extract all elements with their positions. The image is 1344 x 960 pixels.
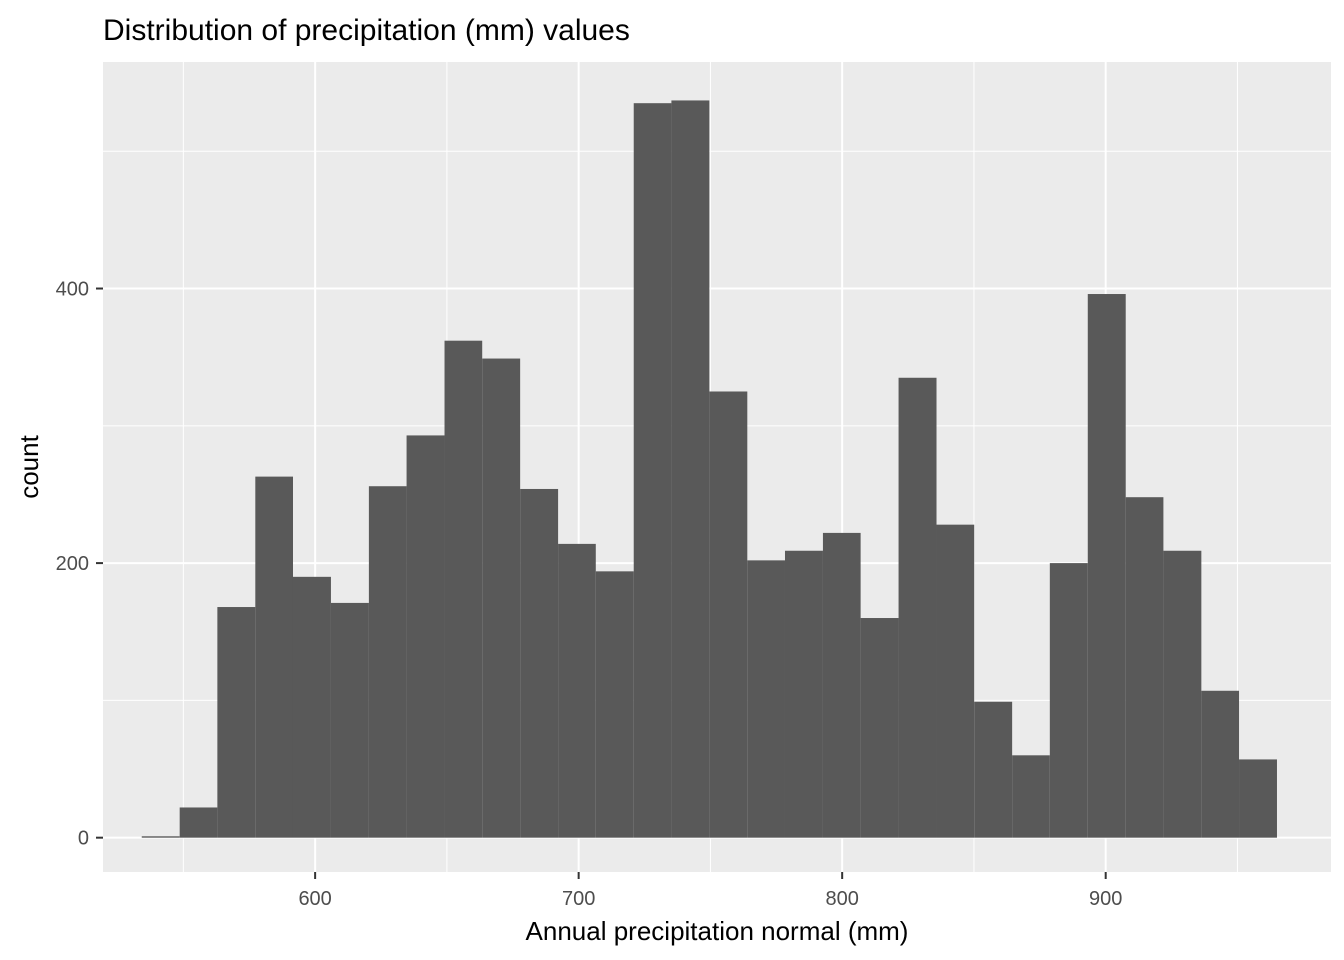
histogram-bar [1201,690,1240,838]
histogram-bar [217,607,256,838]
y-tick-label: 0 [78,828,89,850]
histogram-bar [406,435,445,838]
histogram-bar [1163,550,1202,838]
histogram-bar [974,701,1013,838]
x-axis-ticks: 600 700 800 900 [298,872,1122,910]
histogram-bar [633,103,672,838]
histogram-bar [822,532,861,838]
histogram-bar [292,576,331,838]
histogram-bar [368,486,407,838]
histogram-bar [330,602,369,838]
x-axis-title: Annual precipitation normal (mm) [526,916,909,946]
histogram-bar [595,571,634,838]
y-tick-label: 200 [56,553,89,575]
histogram-bar [1012,755,1050,838]
histogram-bar [179,807,218,838]
y-axis-title: count [14,434,44,498]
histogram-bar [860,618,899,838]
histogram-bar [784,550,823,838]
x-tick-label: 700 [562,888,595,910]
histogram-bar [141,836,180,838]
histogram-bars [141,100,1277,838]
x-tick-label: 800 [825,888,858,910]
histogram-bar [671,100,710,838]
histogram-bar [558,543,596,838]
histogram-bar [444,340,483,838]
histogram-bar [1239,759,1277,838]
chart-title: Distribution of precipitation (mm) value… [103,14,630,47]
histogram-bar [1125,497,1164,838]
histogram-bar [747,560,785,838]
y-tick-label: 400 [56,279,89,301]
x-tick-label: 600 [298,888,331,910]
histogram-bar [520,488,559,838]
histogram-bar [709,391,748,838]
histogram-bar [936,524,975,838]
y-axis-ticks: 0 200 400 [56,279,103,850]
histogram-bar [898,377,937,838]
histogram-bar [482,358,521,838]
histogram-bar [1087,294,1126,838]
x-tick-label: 900 [1089,888,1122,910]
histogram-bar [255,476,293,838]
histogram-bar [1049,563,1088,838]
